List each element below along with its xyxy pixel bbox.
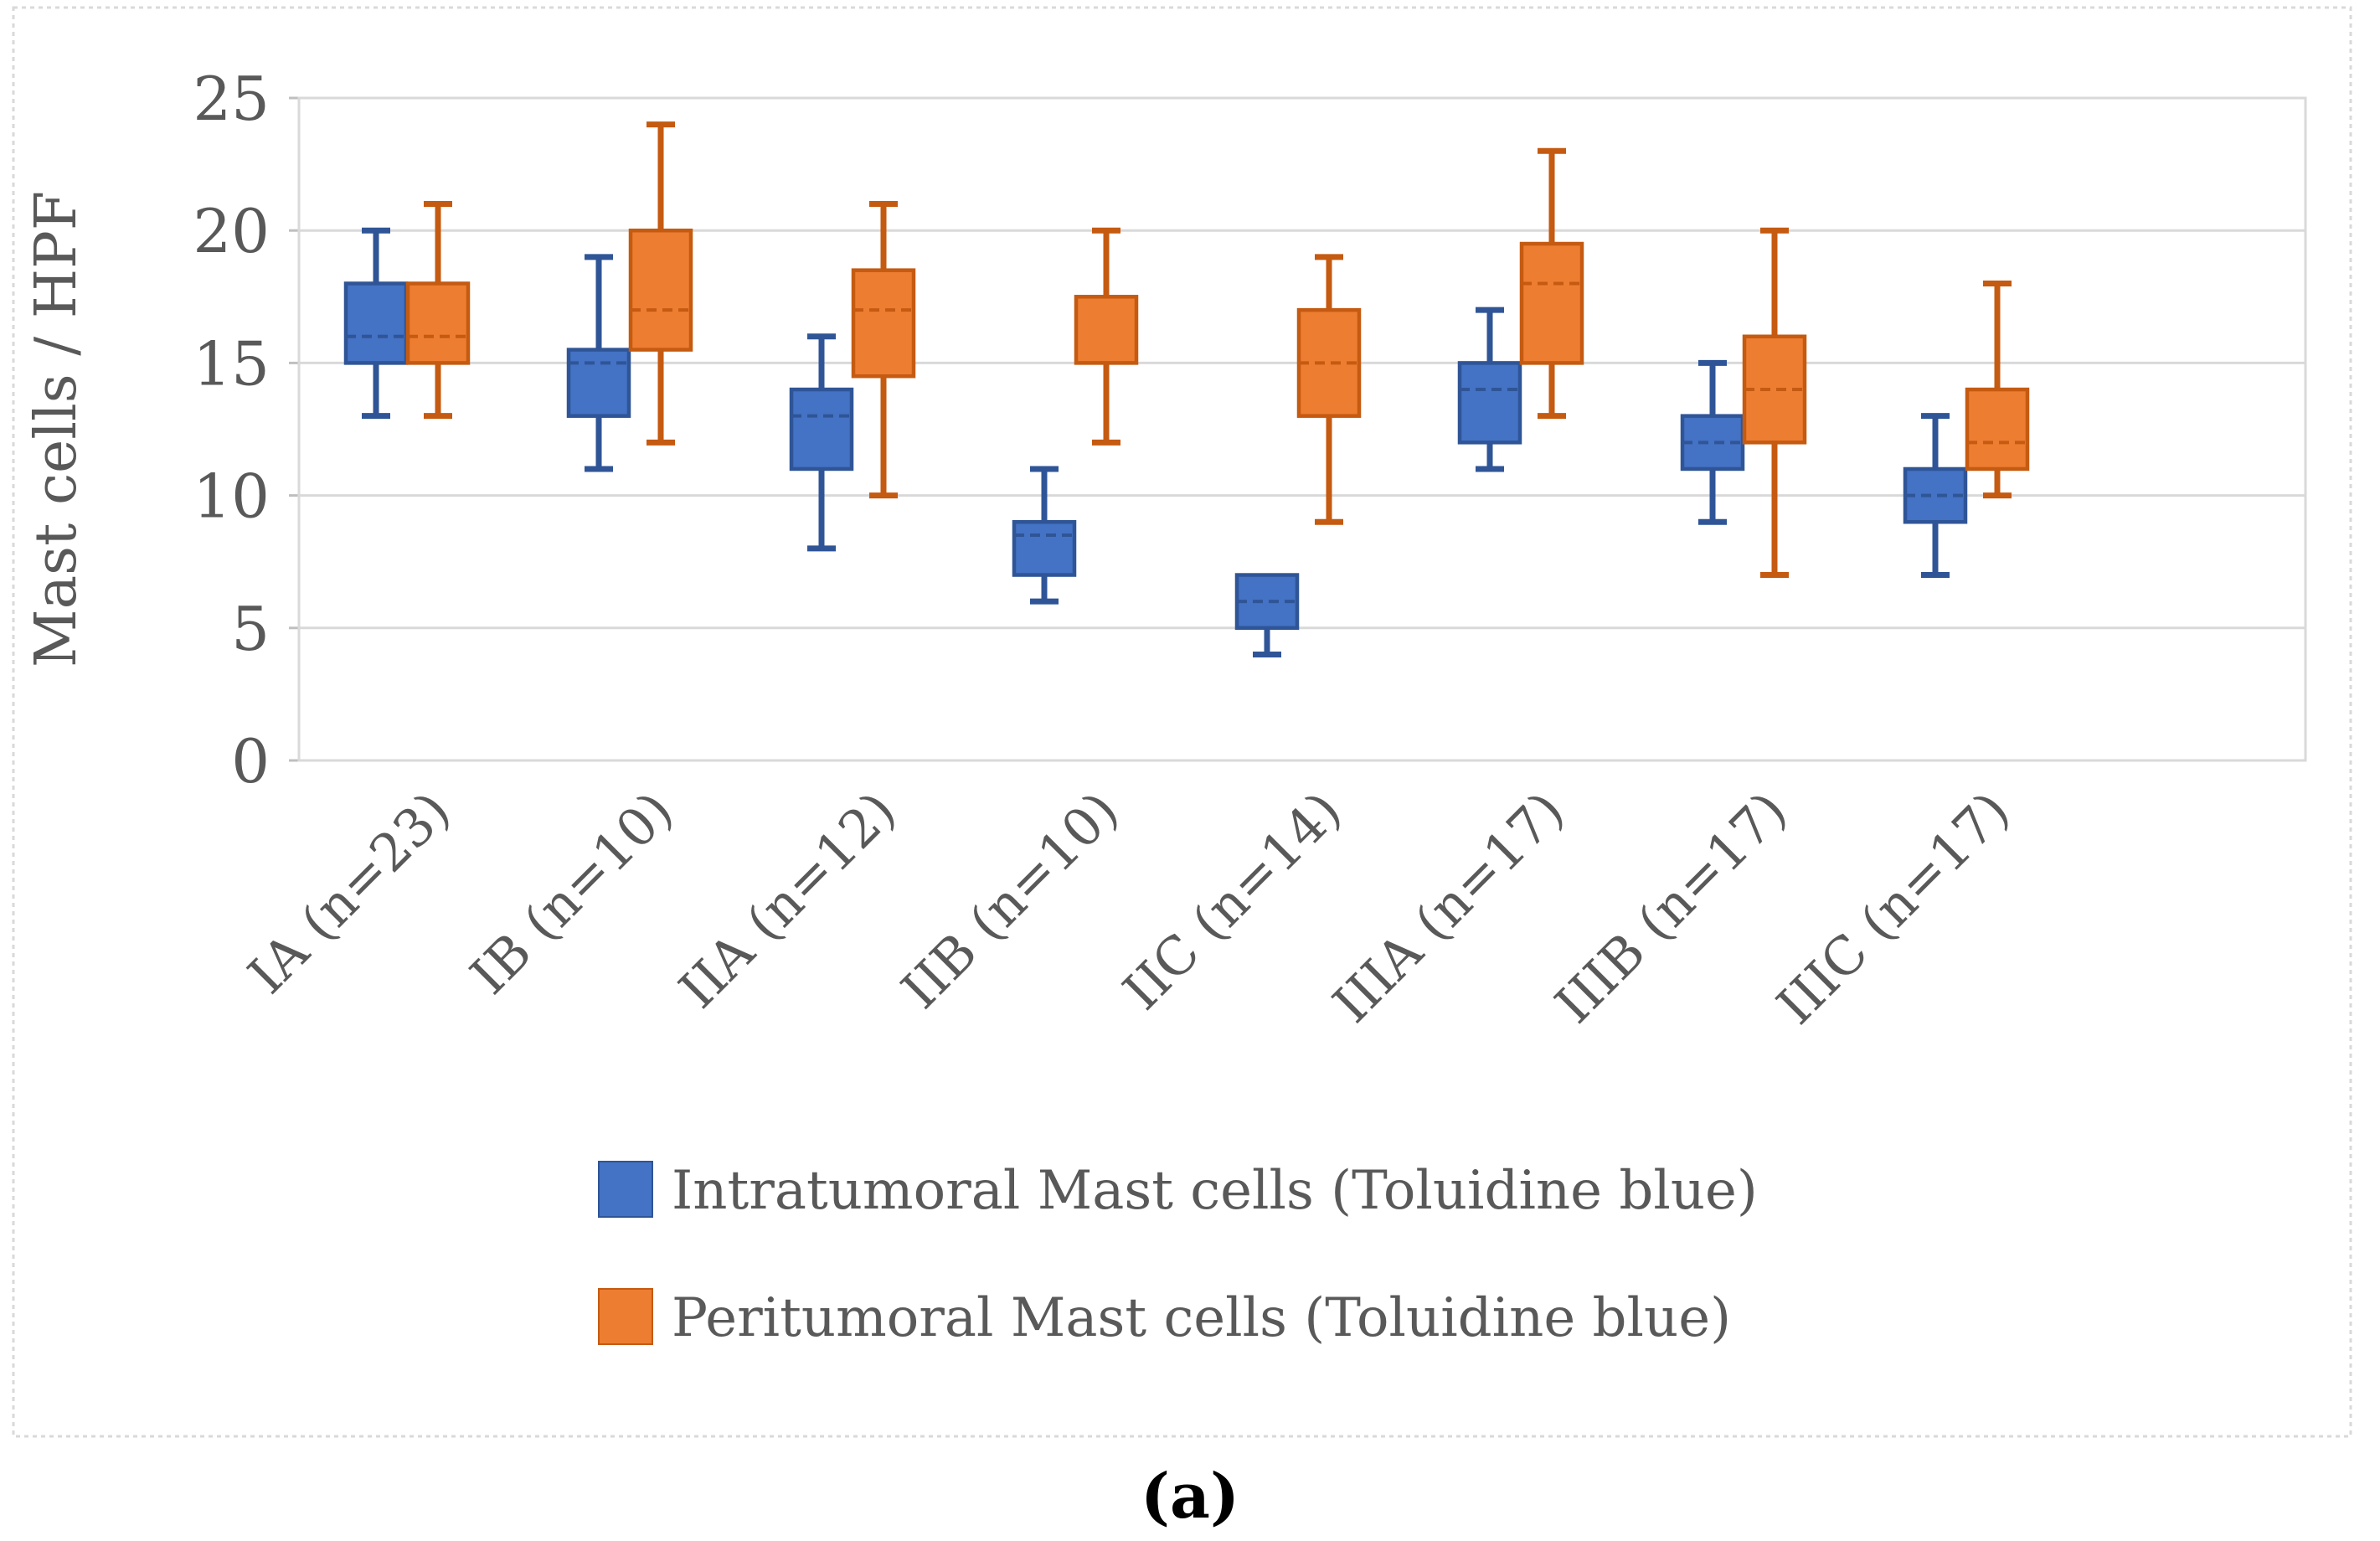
y-tick-label: 15 (193, 328, 270, 399)
x-category-label: IIB (n=10) (889, 780, 1130, 1020)
boxplot-intratumoral-IA (343, 227, 409, 420)
iqr-box (628, 228, 693, 352)
boxplot-peritumoral-IIIC (1965, 280, 2030, 499)
iqr-box (343, 281, 409, 365)
legend-label: Peritumoral Mast cells (Toluidine blue) (672, 1287, 1731, 1349)
legend-marker (598, 1161, 653, 1218)
iqr-box (789, 387, 854, 472)
iqr-box (1457, 361, 1522, 445)
legend-item: Intratumoral Mast cells (Toluidine blue) (598, 1160, 1758, 1222)
boxplot-peritumoral-IIIA (1519, 147, 1584, 420)
iqr-box (851, 268, 916, 379)
boxplot-peritumoral-IIB (1074, 227, 1139, 446)
x-category-label: IIC (n=14) (1111, 780, 1353, 1022)
boxplot-peritumoral-IA (405, 201, 471, 420)
boxplot-peritumoral-IB (628, 121, 693, 446)
iqr-box (566, 348, 631, 418)
boxplot-peritumoral-IIIB (1742, 227, 1807, 579)
legend-marker (598, 1288, 653, 1345)
iqr-box (1074, 295, 1139, 365)
y-axis-title: Mast cells / HPF (23, 191, 90, 667)
boxplot-intratumoral-IIIA (1457, 307, 1522, 472)
x-category-label: IA (n=23) (236, 780, 461, 1005)
y-tick-label: 10 (193, 461, 270, 532)
legend-label: Intratumoral Mast cells (Toluidine blue) (672, 1160, 1758, 1222)
boxplot-intratumoral-IIC (1234, 573, 1300, 657)
boxplot-intratumoral-IIA (789, 333, 854, 552)
x-category-label: IIIA (n=17) (1321, 780, 1575, 1034)
plot-border (297, 96, 2307, 762)
x-category-label: IIIC (n=17) (1765, 780, 2022, 1036)
boxplot-peritumoral-IIA (851, 201, 916, 499)
y-tick-label: 0 (231, 726, 270, 796)
y-tick-label: 5 (231, 594, 270, 664)
x-category-label: IIA (n=12) (667, 780, 908, 1020)
boxplot-intratumoral-IIB (1012, 466, 1077, 605)
figure-caption: (a) (1141, 1461, 1239, 1533)
y-tick-label: 20 (193, 196, 270, 266)
iqr-box (405, 281, 471, 365)
x-category-label: IIIB (n=17) (1543, 780, 1799, 1035)
figure-border (12, 6, 2352, 1438)
boxplot-intratumoral-IB (566, 254, 631, 472)
boxplot-intratumoral-IIIB (1680, 359, 1745, 525)
iqr-box (1965, 387, 2030, 472)
boxplot-peritumoral-IIC (1296, 254, 1362, 525)
x-category-label: IB (n=10) (459, 780, 685, 1006)
boxplot-intratumoral-IIIC (1903, 413, 1968, 579)
y-tick-label: 25 (193, 64, 270, 134)
iqr-box (1519, 241, 1584, 365)
chart-root: 0 5 10 15 20 25 Mast cells / HPF IA (n=23)IB (n… (23, 64, 2307, 1349)
iqr-box (1012, 519, 1077, 577)
legend-item: Peritumoral Mast cells (Toluidine blue) (598, 1287, 1731, 1349)
